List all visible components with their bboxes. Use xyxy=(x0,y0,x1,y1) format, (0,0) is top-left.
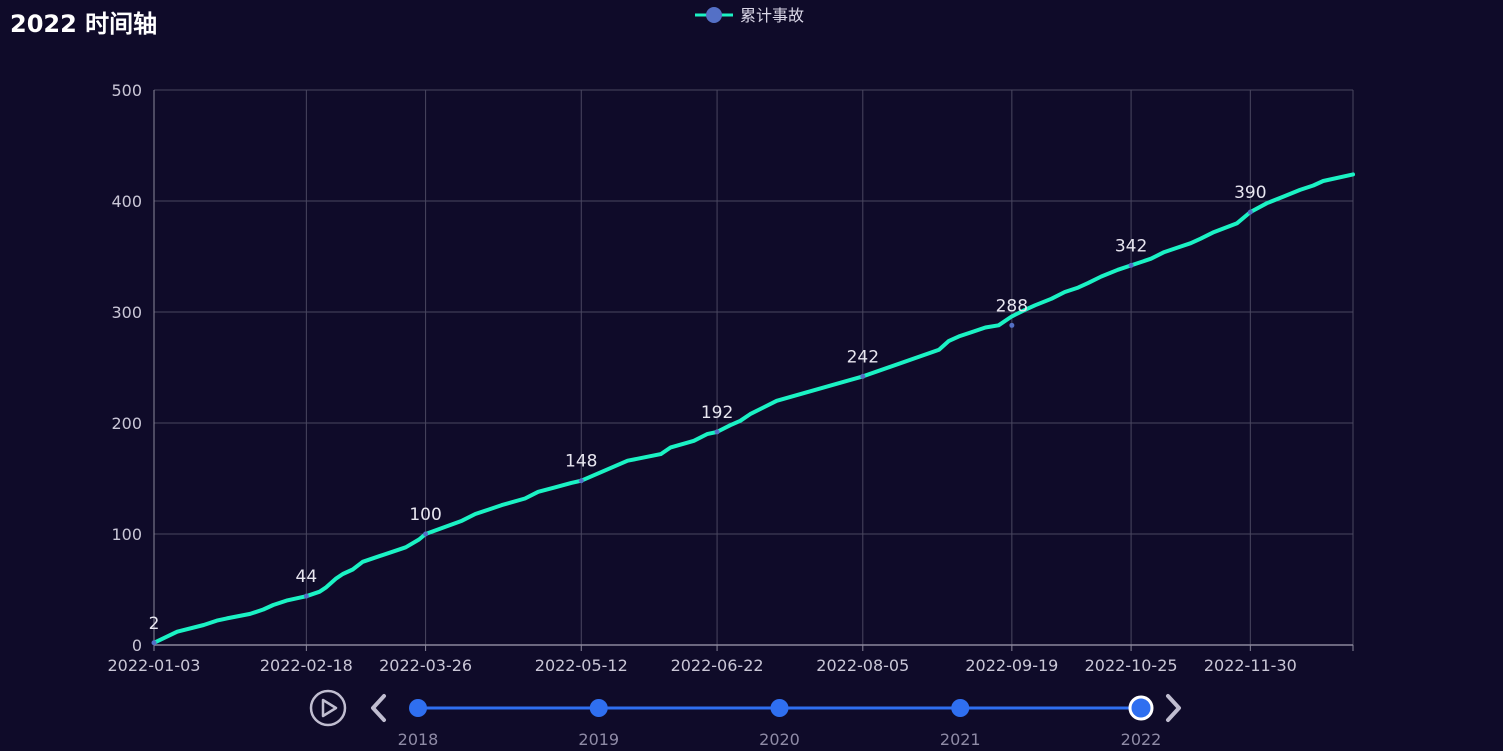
data-label: 242 xyxy=(847,347,879,367)
data-point-marker xyxy=(303,593,309,599)
timeline-year-label: 2022 xyxy=(1121,730,1162,749)
legend-marker-swatch xyxy=(706,7,722,23)
data-label: 148 xyxy=(565,452,597,472)
data-label: 342 xyxy=(1115,236,1147,256)
axes: 0 100 200 300 400 500 2022-01-03 2022-02-18 2022… xyxy=(108,81,1354,675)
data-label: 390 xyxy=(1234,183,1266,203)
data-point-marker xyxy=(860,373,866,379)
grid xyxy=(153,89,1354,646)
timeline-points: 2018 2019 2020 2021 2022 xyxy=(398,695,1162,749)
timeline-year-label: 2021 xyxy=(940,730,981,749)
y-tick-label: 0 xyxy=(132,636,142,655)
play-icon-triangle xyxy=(321,698,338,718)
y-tick-label: 100 xyxy=(111,525,142,544)
data-point-marker xyxy=(578,478,584,484)
data-point-marker xyxy=(423,531,429,537)
chevron-left-icon[interactable] xyxy=(371,694,386,722)
data-label: 44 xyxy=(296,567,318,587)
y-tick-label: 400 xyxy=(111,192,142,211)
x-tick-label: 2022-05-12 xyxy=(535,656,628,675)
x-tick-label: 2022-08-05 xyxy=(816,656,909,675)
data-label: 288 xyxy=(996,296,1028,316)
timeline-point-2021[interactable] xyxy=(951,699,970,717)
y-tick-label: 300 xyxy=(111,303,142,322)
x-tick-label: 2022-03-26 xyxy=(379,656,472,675)
timeline-year-label: 2018 xyxy=(398,730,439,749)
y-tick-label: 500 xyxy=(111,81,142,100)
timeline-point-2019[interactable] xyxy=(589,699,608,717)
data-label: 2 xyxy=(149,614,160,634)
timeline[interactable]: 2018 2019 2020 2021 2022 xyxy=(309,689,1181,749)
series-layer xyxy=(152,172,1355,645)
play-button[interactable] xyxy=(309,689,347,727)
timeline-point-2020[interactable] xyxy=(770,699,789,717)
data-point-marker xyxy=(1247,209,1253,215)
y-tick-label: 200 xyxy=(111,414,142,433)
x-tick-label: 2022-10-25 xyxy=(1085,656,1178,675)
legend-entry: 累计事故 xyxy=(740,6,804,25)
data-point-marker xyxy=(151,640,157,646)
timeline-point-2022[interactable] xyxy=(1128,695,1154,721)
data-point-marker xyxy=(1128,262,1134,268)
series-line-累计事故 xyxy=(152,172,1355,645)
legend[interactable]: 累计事故 xyxy=(695,6,804,25)
chart-title: 2022 时间轴 xyxy=(10,10,158,38)
data-labels: 2 44 100 148 192 242 288 342 390 xyxy=(149,183,1267,646)
data-point-marker xyxy=(1009,322,1015,328)
x-tick-label: 2022-11-30 xyxy=(1204,656,1297,675)
timeline-point-2018[interactable] xyxy=(409,699,427,717)
x-tick-label: 2022-06-22 xyxy=(671,656,764,675)
data-point-marker xyxy=(714,429,720,435)
data-label: 192 xyxy=(701,403,733,423)
x-tick-label: 2022-01-03 xyxy=(108,656,201,675)
x-tick-label: 2022-02-18 xyxy=(260,656,353,675)
x-tick-label: 2022-09-19 xyxy=(965,656,1058,675)
chevron-right-icon[interactable] xyxy=(1166,694,1181,722)
data-label: 100 xyxy=(409,505,441,525)
play-icon[interactable] xyxy=(309,689,347,727)
timeline-year-label: 2020 xyxy=(759,730,800,749)
timeline-year-label: 2019 xyxy=(578,730,619,749)
